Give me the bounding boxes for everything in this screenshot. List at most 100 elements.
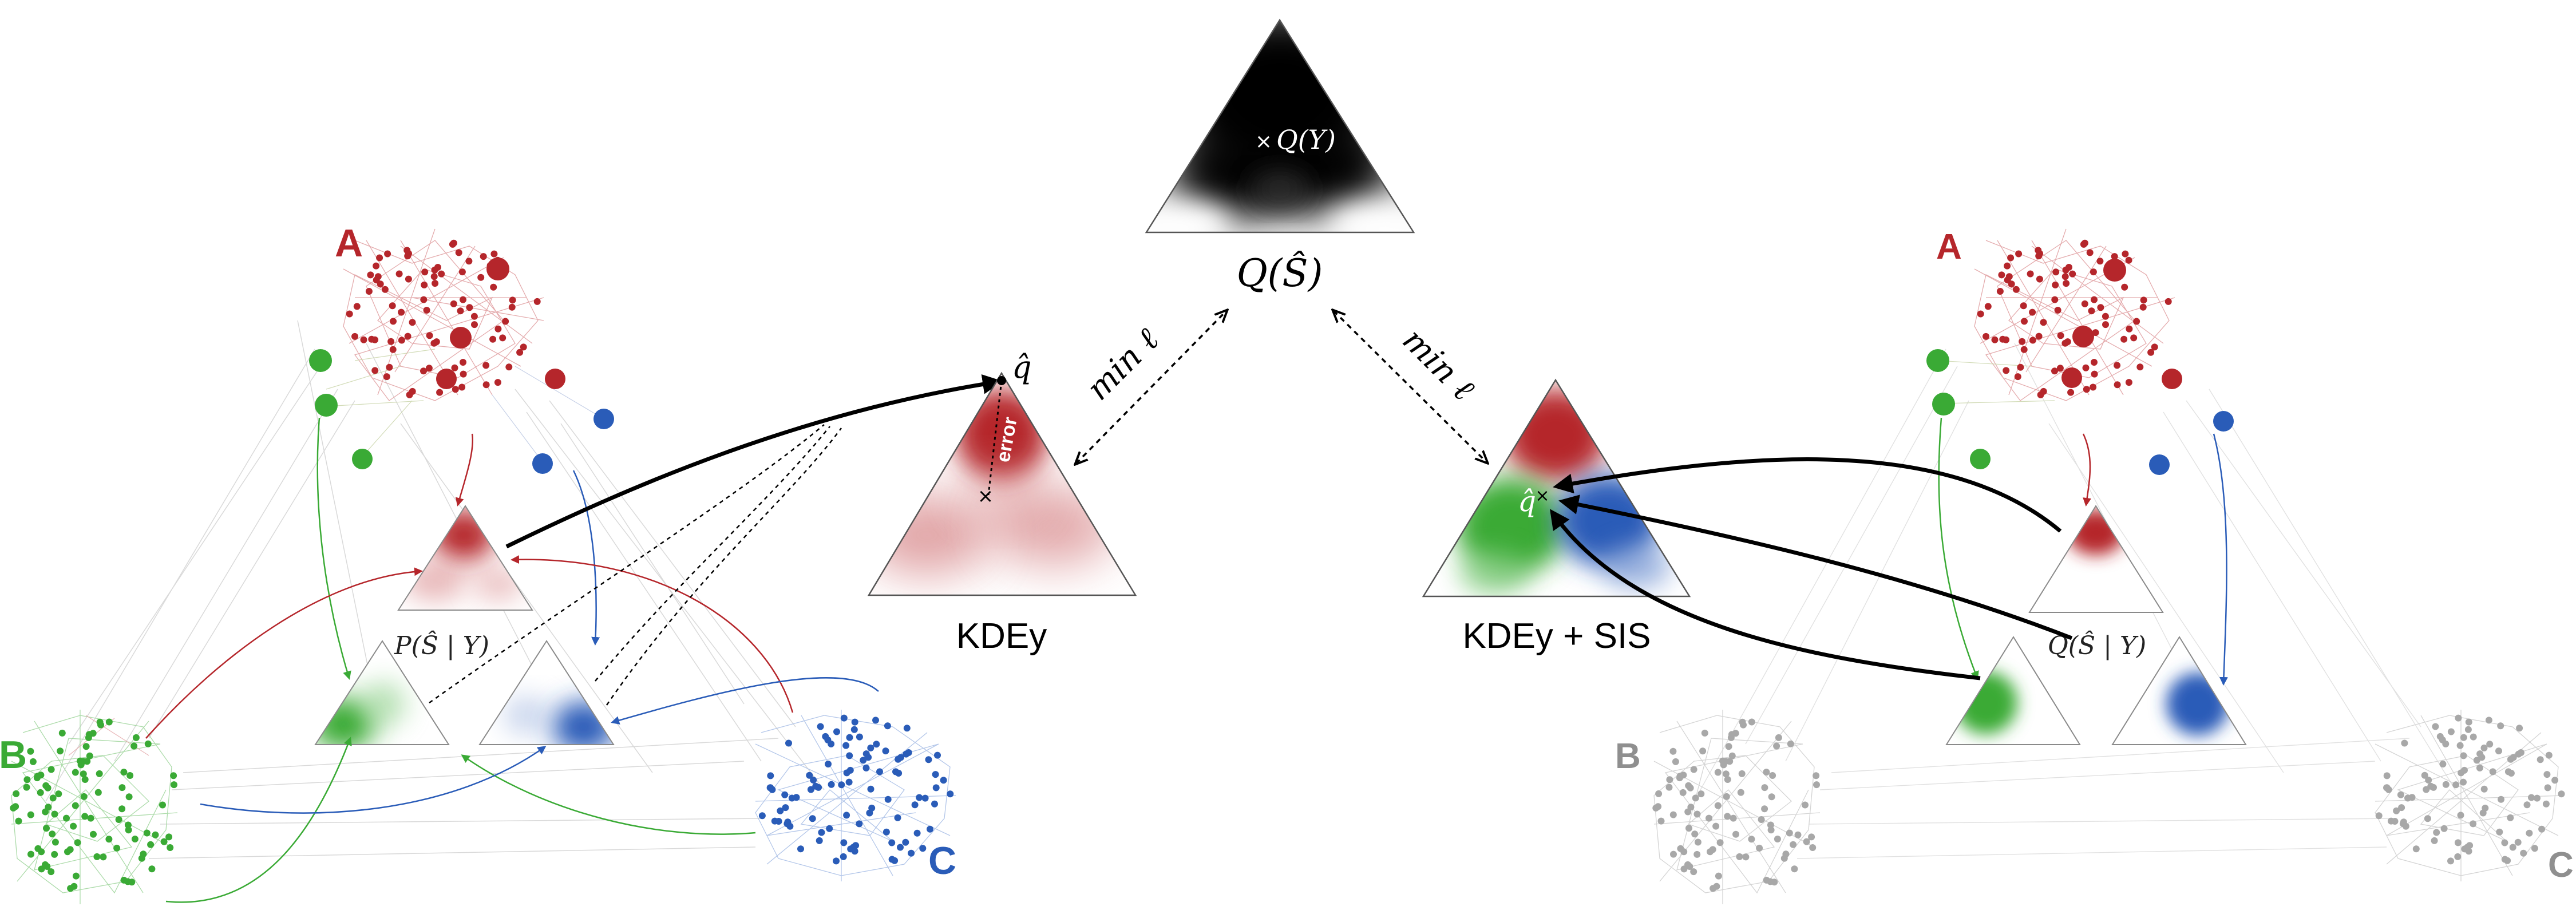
graph-node bbox=[2375, 812, 2383, 820]
graph-node bbox=[807, 786, 814, 793]
graph-node bbox=[1739, 718, 1746, 726]
graph-node bbox=[919, 845, 927, 852]
graph-node bbox=[2523, 801, 2531, 809]
graph-node bbox=[52, 838, 59, 846]
graph-node bbox=[825, 761, 832, 767]
graph-node bbox=[126, 772, 134, 779]
graph-node bbox=[2136, 363, 2144, 371]
graph-node bbox=[897, 844, 904, 851]
left-blue-boundary-node bbox=[593, 409, 614, 429]
left-cluster-c bbox=[755, 710, 956, 881]
graph-node bbox=[489, 335, 497, 343]
graph-node bbox=[1808, 833, 1815, 841]
graph-node bbox=[105, 718, 113, 726]
graph-node bbox=[2427, 782, 2435, 790]
graph-node bbox=[2114, 381, 2121, 389]
graph-node bbox=[90, 830, 97, 838]
graph-node bbox=[1761, 805, 1768, 813]
graph-node bbox=[15, 817, 22, 825]
graph-node bbox=[346, 310, 353, 318]
graph-node bbox=[2040, 319, 2047, 326]
graph-node bbox=[2473, 757, 2480, 764]
graph-node bbox=[2447, 728, 2455, 735]
graph-node bbox=[1691, 830, 1699, 838]
graph-hub-node bbox=[436, 369, 457, 389]
graph-node bbox=[423, 307, 430, 314]
graph-node bbox=[2029, 308, 2036, 316]
graph-node bbox=[1713, 883, 1720, 890]
graph-node bbox=[2495, 747, 2502, 755]
graph-node bbox=[433, 338, 440, 346]
graph-node bbox=[55, 790, 62, 798]
graph-node bbox=[1791, 865, 1798, 873]
graph-node bbox=[2461, 766, 2468, 774]
graph-node bbox=[921, 794, 929, 802]
graph-node bbox=[144, 740, 152, 747]
graph-node bbox=[2480, 785, 2488, 793]
graph-node bbox=[1680, 848, 1688, 856]
graph-node bbox=[868, 804, 876, 812]
graph-node bbox=[94, 789, 102, 796]
graph-node bbox=[2096, 258, 2104, 265]
kdey-sis-triangle bbox=[1422, 378, 1691, 598]
graph-node bbox=[100, 853, 107, 861]
graph-node bbox=[455, 249, 462, 256]
graph-node bbox=[450, 300, 457, 307]
graph-node bbox=[1724, 813, 1731, 820]
right-loss-arrow bbox=[1333, 311, 1487, 462]
graph-hub-node bbox=[2072, 326, 2094, 347]
graph-node bbox=[480, 253, 487, 260]
graph-node bbox=[1737, 789, 1744, 796]
graph-node bbox=[1773, 742, 1780, 750]
graph-node bbox=[2021, 318, 2028, 325]
graph-node bbox=[27, 811, 34, 818]
graph-node bbox=[43, 825, 50, 832]
graph-node bbox=[1984, 303, 1992, 310]
graph-node bbox=[2537, 756, 2544, 763]
graph-node bbox=[1676, 773, 1684, 780]
graph-node bbox=[115, 816, 122, 823]
graph-node bbox=[2125, 256, 2132, 264]
graph-node bbox=[124, 878, 132, 885]
graph-node bbox=[818, 829, 825, 836]
graph-node bbox=[2538, 825, 2546, 833]
graph-node bbox=[2544, 784, 2551, 792]
graph-node bbox=[1706, 814, 1712, 822]
graph-node bbox=[1670, 850, 1677, 858]
graph-node bbox=[1813, 772, 1820, 779]
graph-node bbox=[2496, 828, 2503, 836]
right-cluster-b bbox=[1652, 710, 1821, 904]
graph-node bbox=[2545, 751, 2553, 759]
graph-node bbox=[2004, 262, 2011, 270]
graph-node bbox=[781, 791, 789, 798]
graph-node bbox=[405, 275, 412, 283]
graph-node bbox=[2534, 794, 2541, 802]
graph-node bbox=[1669, 747, 1677, 755]
graph-node bbox=[124, 821, 132, 829]
graph-node bbox=[66, 846, 74, 853]
graph-node bbox=[2482, 804, 2489, 812]
graph-node bbox=[502, 318, 509, 325]
kdey-estimate-label: q̂ bbox=[1012, 349, 1032, 385]
graph-node bbox=[1728, 752, 1736, 759]
graph-node bbox=[911, 801, 919, 809]
graph-node bbox=[471, 321, 478, 329]
graph-node bbox=[927, 825, 933, 833]
graph-node bbox=[1722, 770, 1730, 778]
graph-node bbox=[2465, 718, 2472, 726]
left-cluster-b-label: B bbox=[0, 733, 27, 777]
graph-node bbox=[12, 803, 19, 810]
graph-node bbox=[85, 734, 92, 741]
graph-node bbox=[2051, 296, 2059, 303]
graph-node bbox=[2486, 741, 2494, 748]
graph-node bbox=[2052, 281, 2059, 288]
graph-node bbox=[1716, 839, 1724, 846]
graph-node bbox=[2485, 717, 2492, 724]
graph-node bbox=[120, 769, 128, 776]
graph-node bbox=[1725, 743, 1732, 750]
graph-node bbox=[934, 751, 941, 759]
graph-node bbox=[2064, 338, 2071, 346]
graph-node bbox=[2447, 857, 2454, 865]
graph-node bbox=[1996, 288, 2004, 295]
graph-node bbox=[1655, 790, 1663, 797]
